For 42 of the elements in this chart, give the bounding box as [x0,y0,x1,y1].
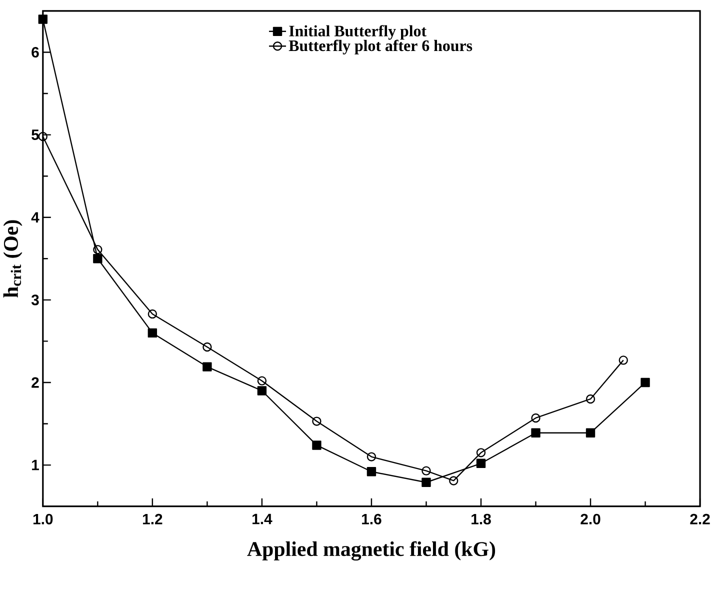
point [38,132,48,141]
point [202,342,212,352]
point [640,378,650,387]
point [148,328,158,338]
point [476,458,486,468]
x-tick-label: 1.4 [252,514,272,524]
x-tick-label: 1.8 [472,514,491,524]
y-tick-label: 2 [32,377,39,388]
x-tick-label: 2.2 [690,514,710,524]
point [618,356,628,365]
x-tick-label: 1.0 [33,514,53,524]
y-tick-label: 6 [32,46,39,58]
x-tick-label: 1.6 [362,514,382,524]
point [312,440,322,450]
y-tick-label: 3 [31,294,39,306]
point [449,476,458,486]
point [38,14,48,24]
point [531,413,540,422]
point [93,254,102,264]
point [148,309,158,318]
point [531,428,540,438]
legend-label: Butterfly plot after 6 hours [288,40,472,54]
x-axis-title: Applied magnetic field (kG) [247,541,496,560]
point [366,452,376,462]
point [257,386,267,396]
y-tick-label: 5 [32,130,39,140]
point [476,448,486,458]
y-tick-label: 1 [32,460,39,470]
y-tick-label: 4 [31,212,40,222]
point [422,466,431,476]
point [586,394,596,404]
point [586,428,596,438]
point [257,376,267,386]
x-tick-label: 2.0 [580,514,600,524]
point [202,362,212,372]
point [93,244,102,254]
legend-label: Initial Butterfly plot [289,24,426,40]
y-axis-title: h$_{crit}$ (Oe) [3,220,22,298]
point [422,478,431,487]
point [312,416,322,426]
point [366,466,376,476]
x-tick-label: 1.2 [142,514,162,524]
